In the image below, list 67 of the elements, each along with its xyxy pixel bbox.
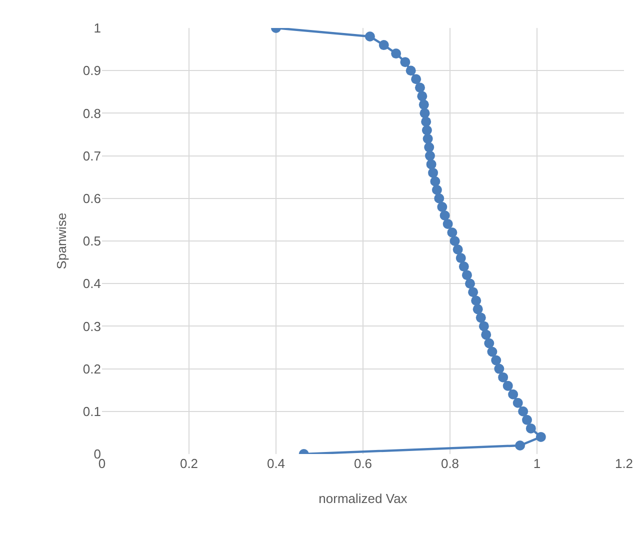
point: [364, 32, 375, 42]
x-tick-label: 0.4: [266, 456, 286, 471]
y-tick-label: 0.9: [82, 63, 101, 78]
point: [421, 116, 432, 127]
point: [428, 168, 438, 178]
point: [526, 423, 536, 434]
point: [512, 398, 523, 408]
point: [437, 202, 448, 212]
point: [456, 253, 466, 264]
point: [502, 380, 513, 391]
point: [498, 372, 508, 382]
point: [472, 304, 483, 314]
point: [522, 414, 532, 425]
point: [406, 66, 416, 76]
y-tick-label: 1: [94, 20, 101, 36]
point: [420, 108, 430, 118]
point: [471, 296, 482, 306]
x-tick-label: 0.2: [180, 456, 198, 471]
point: [494, 364, 504, 374]
point: [422, 134, 433, 144]
point: [484, 338, 494, 348]
point: [426, 159, 436, 170]
point: [450, 236, 460, 246]
point: [391, 48, 402, 59]
point: [465, 278, 476, 289]
point: [417, 91, 428, 102]
point: [515, 440, 526, 450]
point: [432, 184, 442, 195]
point: [447, 227, 458, 238]
y-tick-label: 0.5: [82, 234, 101, 249]
y-tick-label: 0.8: [82, 106, 101, 121]
point: [478, 321, 489, 332]
x-tick-label: 0.6: [354, 456, 372, 471]
y-axis-title: Spanwise: [54, 212, 69, 270]
point: [400, 57, 410, 68]
point: [452, 244, 463, 255]
point: [418, 100, 429, 110]
y-tick-label: 0.4: [82, 276, 101, 292]
y-tick-label: 0.3: [82, 318, 101, 334]
point: [442, 218, 453, 229]
point: [462, 270, 472, 280]
point: [414, 82, 425, 93]
point: [378, 40, 389, 50]
point: [422, 125, 432, 136]
point: [411, 74, 422, 84]
x-tick-label: 0.8: [440, 456, 460, 471]
x-tick-label: 1: [533, 456, 541, 471]
point: [424, 150, 435, 161]
x-tick-label: 1.2: [614, 456, 634, 471]
y-tick-label: 0.2: [82, 361, 101, 376]
point: [536, 432, 546, 442]
point: [487, 346, 498, 357]
point: [508, 389, 518, 400]
y-tick-label: 0.7: [82, 148, 101, 164]
point: [468, 287, 478, 298]
point: [440, 210, 450, 220]
point: [518, 406, 528, 416]
point: [491, 355, 502, 366]
y-tick-label: 0.1: [82, 404, 101, 419]
point: [476, 312, 486, 323]
y-tick-label: 0.6: [82, 190, 101, 206]
point: [430, 176, 440, 186]
point: [458, 262, 469, 272]
point: [481, 330, 492, 340]
point: [424, 142, 434, 152]
point: [434, 193, 444, 204]
x-axis-title: normalized Vax: [318, 491, 408, 506]
